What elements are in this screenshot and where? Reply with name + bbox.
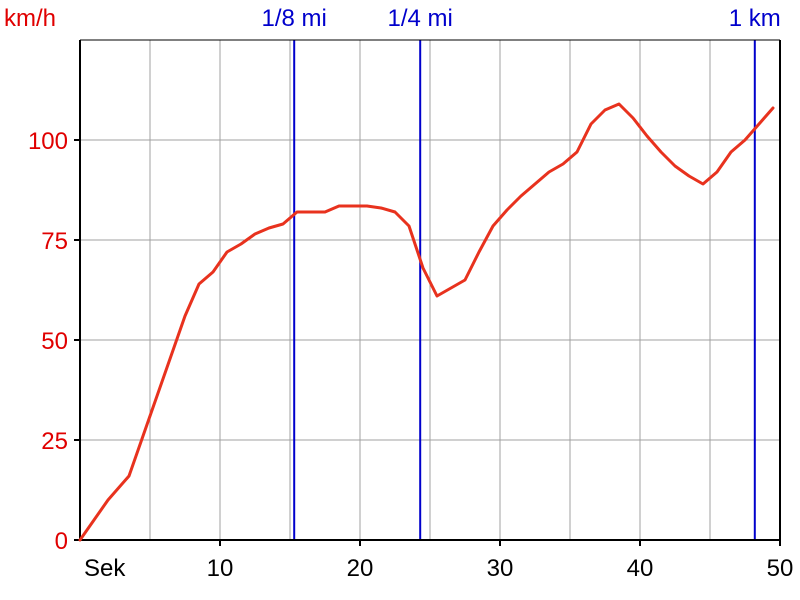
distance-markers: 1/8 mi 1/4 mi 1 km [262,5,781,540]
speed-series-line [78,102,775,542]
marker-label: 1/8 mi [262,5,327,32]
series-layer [78,102,775,542]
y-tick-label: 0 [55,528,68,555]
y-tick-label: 50 [41,328,68,355]
y-tick-label: 100 [28,128,68,155]
axes [74,39,781,546]
marker-label: 1/4 mi [388,5,453,32]
x-tick-label: 20 [347,555,374,582]
marker-label: 1 km [729,5,781,32]
tick-labels: 0 25 50 75 100 10 20 30 40 50 [28,128,793,582]
x-tick-label: 10 [207,555,234,582]
grid-lines [79,39,781,541]
y-tick-label: 75 [41,228,68,255]
y-axis-unit-label: km/h [4,5,56,32]
x-tick-label: 40 [627,555,654,582]
y-tick-label: 25 [41,428,68,455]
x-tick-label: 30 [487,555,514,582]
x-axis-unit-label: Sek [84,555,126,582]
x-tick-label: 50 [767,555,794,582]
